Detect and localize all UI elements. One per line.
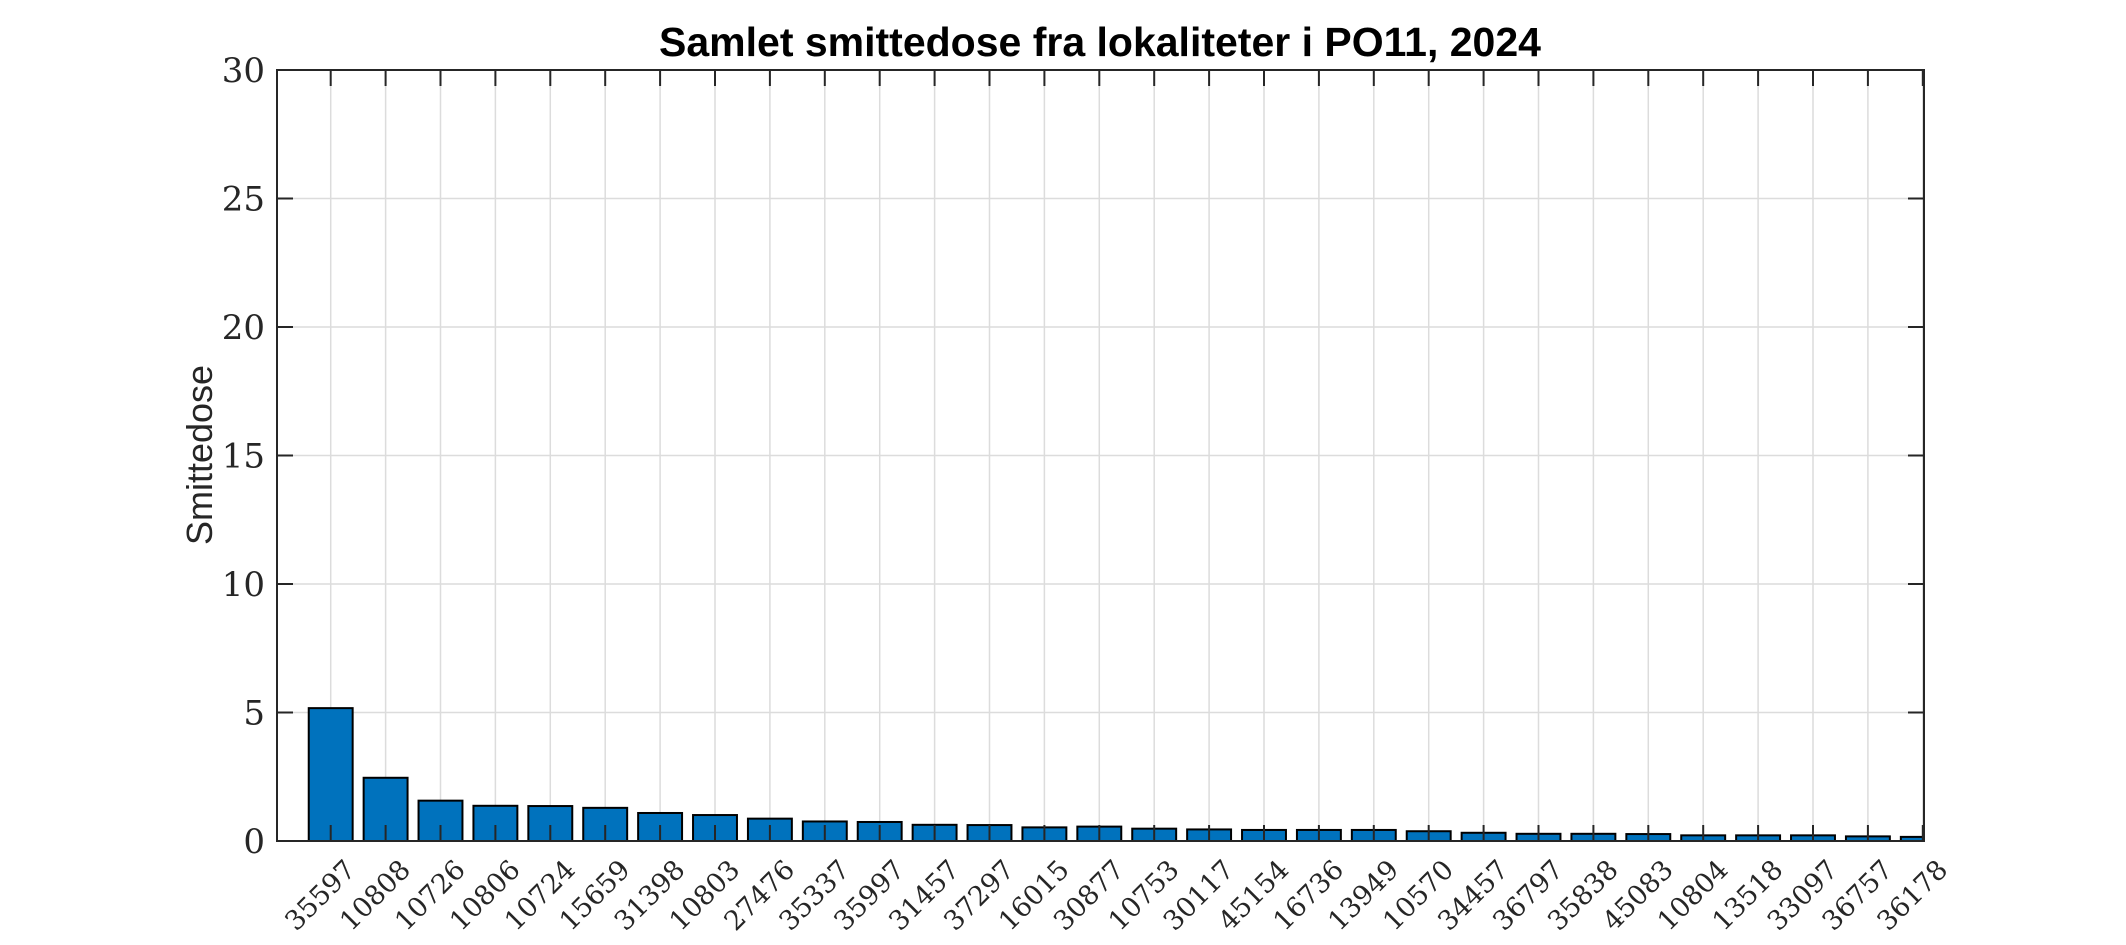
bar — [307, 707, 354, 842]
x-axis-tick-labels: 3559710808107261080610724156593139810803… — [279, 854, 1954, 937]
y-tick-label: 15 — [222, 437, 265, 477]
y-tick-label: 20 — [222, 308, 265, 348]
chart-title: Samlet smittedose fra lokaliteter i PO11… — [659, 19, 1541, 65]
gridlines — [277, 70, 1924, 841]
y-axis-label: Smittedose — [179, 365, 220, 545]
y-axis-tick-labels: 0 5 10 15 20 25 30 — [222, 51, 265, 862]
tick-marks — [277, 69, 1924, 842]
bar — [582, 806, 629, 842]
y-tick-label: 30 — [222, 51, 265, 91]
y-tick-label: 25 — [222, 180, 265, 220]
y-tick-label: 5 — [243, 694, 265, 734]
y-tick-label: 10 — [222, 565, 265, 605]
y-tick-label: 0 — [243, 822, 265, 862]
